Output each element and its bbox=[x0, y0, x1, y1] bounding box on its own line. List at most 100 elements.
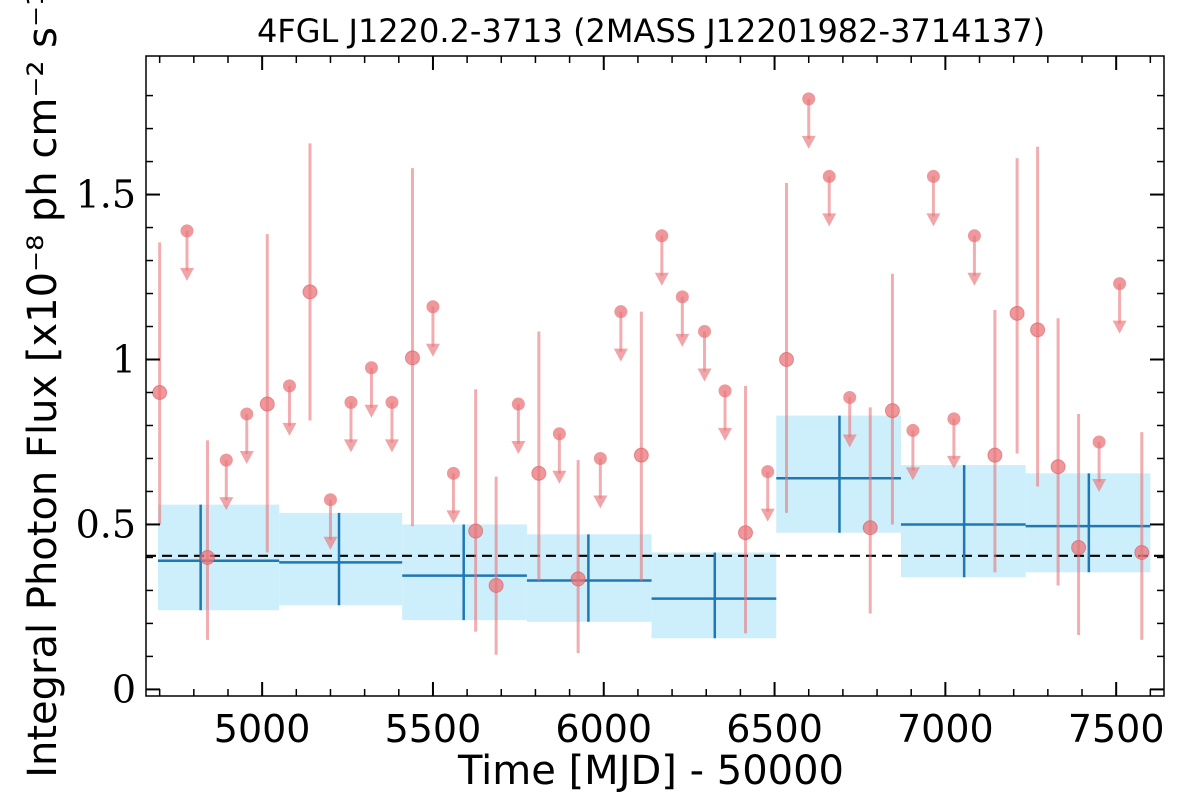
upper-limit-arrowhead-17 bbox=[718, 427, 733, 441]
upper-limit-point-0 bbox=[180, 224, 194, 238]
x-tick-label: 6500 bbox=[726, 707, 823, 751]
y-tick-labels: 0 0.5 1 1.5 bbox=[76, 173, 136, 712]
y-axis-label: Integral Photon Flux [x10⁻⁸ ph cm⁻² s⁻¹] bbox=[20, 0, 66, 778]
upper-limit-point-8 bbox=[426, 300, 440, 314]
flux-point-4 bbox=[404, 350, 420, 366]
x-tick-labels: 5000 5500 6000 6500 7000 7500 bbox=[214, 707, 1165, 751]
plot-area bbox=[146, 92, 1164, 655]
x-tick-label: 5000 bbox=[214, 707, 311, 751]
upper-limit-point-27 bbox=[1113, 277, 1127, 291]
flux-point-15 bbox=[1009, 305, 1025, 321]
y-tick-label: 1 bbox=[112, 338, 136, 382]
upper-limit-point-23 bbox=[926, 169, 940, 183]
upper-limit-arrowhead-14 bbox=[654, 272, 669, 286]
upper-limit-arrowhead-0 bbox=[179, 267, 194, 281]
upper-limit-point-12 bbox=[593, 451, 607, 465]
upper-limit-arrowhead-3 bbox=[282, 422, 297, 436]
upper-limit-point-11 bbox=[552, 427, 566, 441]
bin-band-1 bbox=[279, 512, 403, 606]
upper-limit-arrowhead-5 bbox=[343, 439, 358, 453]
flux-point-0 bbox=[152, 384, 168, 400]
flux-point-19 bbox=[1134, 544, 1150, 560]
upper-limit-arrowhead-15 bbox=[675, 333, 690, 347]
flux-point-18 bbox=[1071, 540, 1087, 556]
upper-limit-point-18 bbox=[761, 465, 775, 479]
upper-limit-point-2 bbox=[240, 407, 254, 421]
y-tick-label: 0.5 bbox=[76, 502, 136, 546]
upper-limit-point-16 bbox=[698, 324, 712, 338]
flux-point-10 bbox=[738, 525, 754, 541]
upper-limit-point-14 bbox=[655, 229, 669, 243]
upper-limit-arrowhead-7 bbox=[384, 439, 399, 453]
plot-frame bbox=[145, 55, 1165, 697]
bin-bands bbox=[157, 415, 1151, 639]
upper-limit-point-17 bbox=[718, 384, 732, 398]
upper-limit-point-15 bbox=[675, 290, 689, 304]
upper-limit-point-21 bbox=[843, 390, 857, 404]
upper-limit-arrowhead-16 bbox=[697, 368, 712, 382]
upper-limit-arrowhead-1 bbox=[219, 497, 234, 511]
upper-limit-arrows bbox=[179, 92, 1127, 550]
x-tick-label: 7500 bbox=[1068, 707, 1165, 751]
upper-limit-arrowhead-12 bbox=[593, 495, 608, 509]
x-tick-label: 5500 bbox=[385, 707, 482, 751]
upper-limit-point-6 bbox=[364, 361, 378, 375]
upper-limit-arrowhead-13 bbox=[613, 348, 628, 362]
upper-limit-point-9 bbox=[446, 466, 460, 480]
upper-limit-arrowhead-9 bbox=[446, 510, 461, 524]
upper-limit-point-1 bbox=[219, 453, 233, 467]
upper-limit-arrowhead-24 bbox=[946, 455, 961, 469]
upper-limit-point-13 bbox=[614, 305, 628, 319]
upper-limit-arrowhead-4 bbox=[323, 536, 338, 550]
flux-point-7 bbox=[531, 465, 547, 481]
flux-point-2 bbox=[259, 396, 275, 412]
upper-limit-arrowhead-2 bbox=[239, 450, 254, 464]
flux-point-9 bbox=[633, 447, 649, 463]
upper-limit-arrowhead-10 bbox=[511, 441, 526, 455]
upper-limit-point-22 bbox=[906, 423, 920, 437]
flux-point-6 bbox=[488, 577, 504, 593]
bin-band-0 bbox=[157, 504, 280, 611]
upper-limit-point-25 bbox=[967, 229, 981, 243]
flux-point-3 bbox=[302, 284, 318, 300]
flux-point-17 bbox=[1050, 459, 1066, 475]
upper-limit-arrowhead-20 bbox=[822, 213, 837, 227]
x-tick-label: 7000 bbox=[897, 707, 994, 751]
flux-point-12 bbox=[862, 520, 878, 536]
upper-limit-arrowhead-23 bbox=[926, 213, 941, 227]
axis-ticks bbox=[146, 56, 1164, 696]
upper-limit-arrowhead-8 bbox=[425, 343, 440, 357]
upper-limit-arrowhead-26 bbox=[1092, 478, 1107, 492]
upper-limit-point-3 bbox=[282, 379, 296, 393]
flux-point-16 bbox=[1030, 322, 1046, 338]
x-tick-label: 6000 bbox=[555, 707, 652, 751]
bin-error-bars bbox=[157, 415, 1151, 639]
upper-limit-point-4 bbox=[323, 493, 337, 507]
y-tick-label: 1.5 bbox=[76, 173, 136, 217]
upper-limit-arrowhead-6 bbox=[364, 404, 379, 418]
upper-limit-arrowhead-19 bbox=[801, 135, 816, 149]
flux-points bbox=[152, 143, 1150, 655]
chart-title: 4FGL J1220.2-3713 (2MASS J12201982-37141… bbox=[257, 12, 1045, 50]
upper-limit-point-24 bbox=[947, 412, 961, 426]
flux-point-11 bbox=[779, 352, 795, 368]
upper-limit-arrowhead-18 bbox=[760, 508, 775, 522]
flux-point-8 bbox=[570, 571, 586, 587]
flux-point-5 bbox=[468, 523, 484, 539]
upper-limit-arrowhead-25 bbox=[967, 272, 982, 286]
upper-limit-arrowhead-22 bbox=[905, 467, 920, 481]
upper-limit-point-5 bbox=[344, 395, 358, 409]
upper-limit-point-20 bbox=[822, 169, 836, 183]
upper-limit-arrowhead-27 bbox=[1112, 320, 1127, 334]
flux-point-1 bbox=[199, 549, 215, 565]
flux-point-14 bbox=[987, 447, 1003, 463]
x-axis-label: Time [MJD] - 50000 bbox=[457, 748, 844, 794]
upper-limit-point-10 bbox=[511, 397, 525, 411]
upper-limit-arrowhead-11 bbox=[552, 470, 567, 484]
y-tick-label: 0 bbox=[112, 667, 136, 711]
flux-point-13 bbox=[884, 403, 900, 419]
upper-limit-arrowhead-21 bbox=[842, 434, 857, 448]
upper-limit-point-7 bbox=[385, 395, 399, 409]
upper-limit-point-19 bbox=[802, 92, 816, 106]
